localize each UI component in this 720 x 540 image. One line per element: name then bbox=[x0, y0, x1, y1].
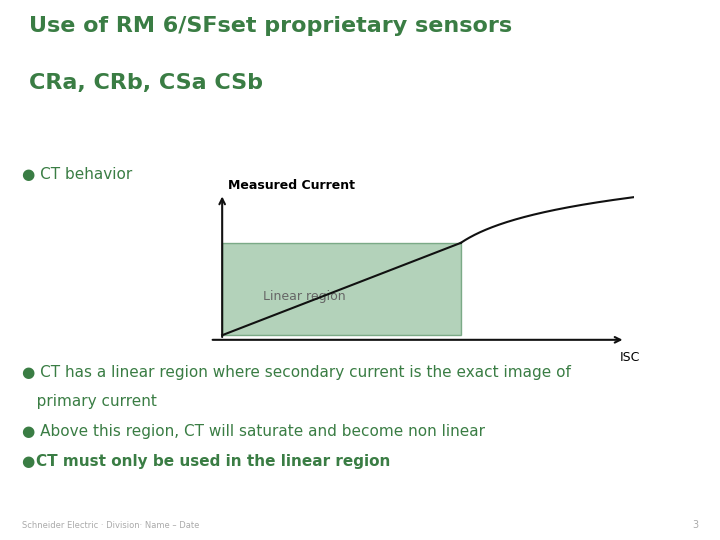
Text: ● CT has a linear region where secondary current is the exact image of: ● CT has a linear region where secondary… bbox=[22, 364, 570, 380]
Text: ISC: ISC bbox=[619, 350, 639, 363]
Text: Measured Current: Measured Current bbox=[228, 179, 356, 192]
Text: primary current: primary current bbox=[22, 394, 156, 409]
Text: Schneider Electric · Division· Name – Date: Schneider Electric · Division· Name – Da… bbox=[22, 521, 199, 530]
Text: CT must only be used in the linear region: CT must only be used in the linear regio… bbox=[36, 454, 390, 469]
Text: ● Above this region, CT will saturate and become non linear: ● Above this region, CT will saturate an… bbox=[22, 424, 485, 439]
Text: Use of RM 6/SFset proprietary sensors: Use of RM 6/SFset proprietary sensors bbox=[29, 16, 512, 36]
Text: ● CT behavior: ● CT behavior bbox=[22, 167, 132, 183]
Text: 3: 3 bbox=[692, 520, 698, 530]
Text: CRa, CRb, CSa CSb: CRa, CRb, CSa CSb bbox=[29, 73, 263, 93]
Text: ●: ● bbox=[22, 454, 40, 469]
Text: Linear region: Linear region bbox=[264, 290, 346, 303]
Bar bbox=[222, 243, 461, 335]
